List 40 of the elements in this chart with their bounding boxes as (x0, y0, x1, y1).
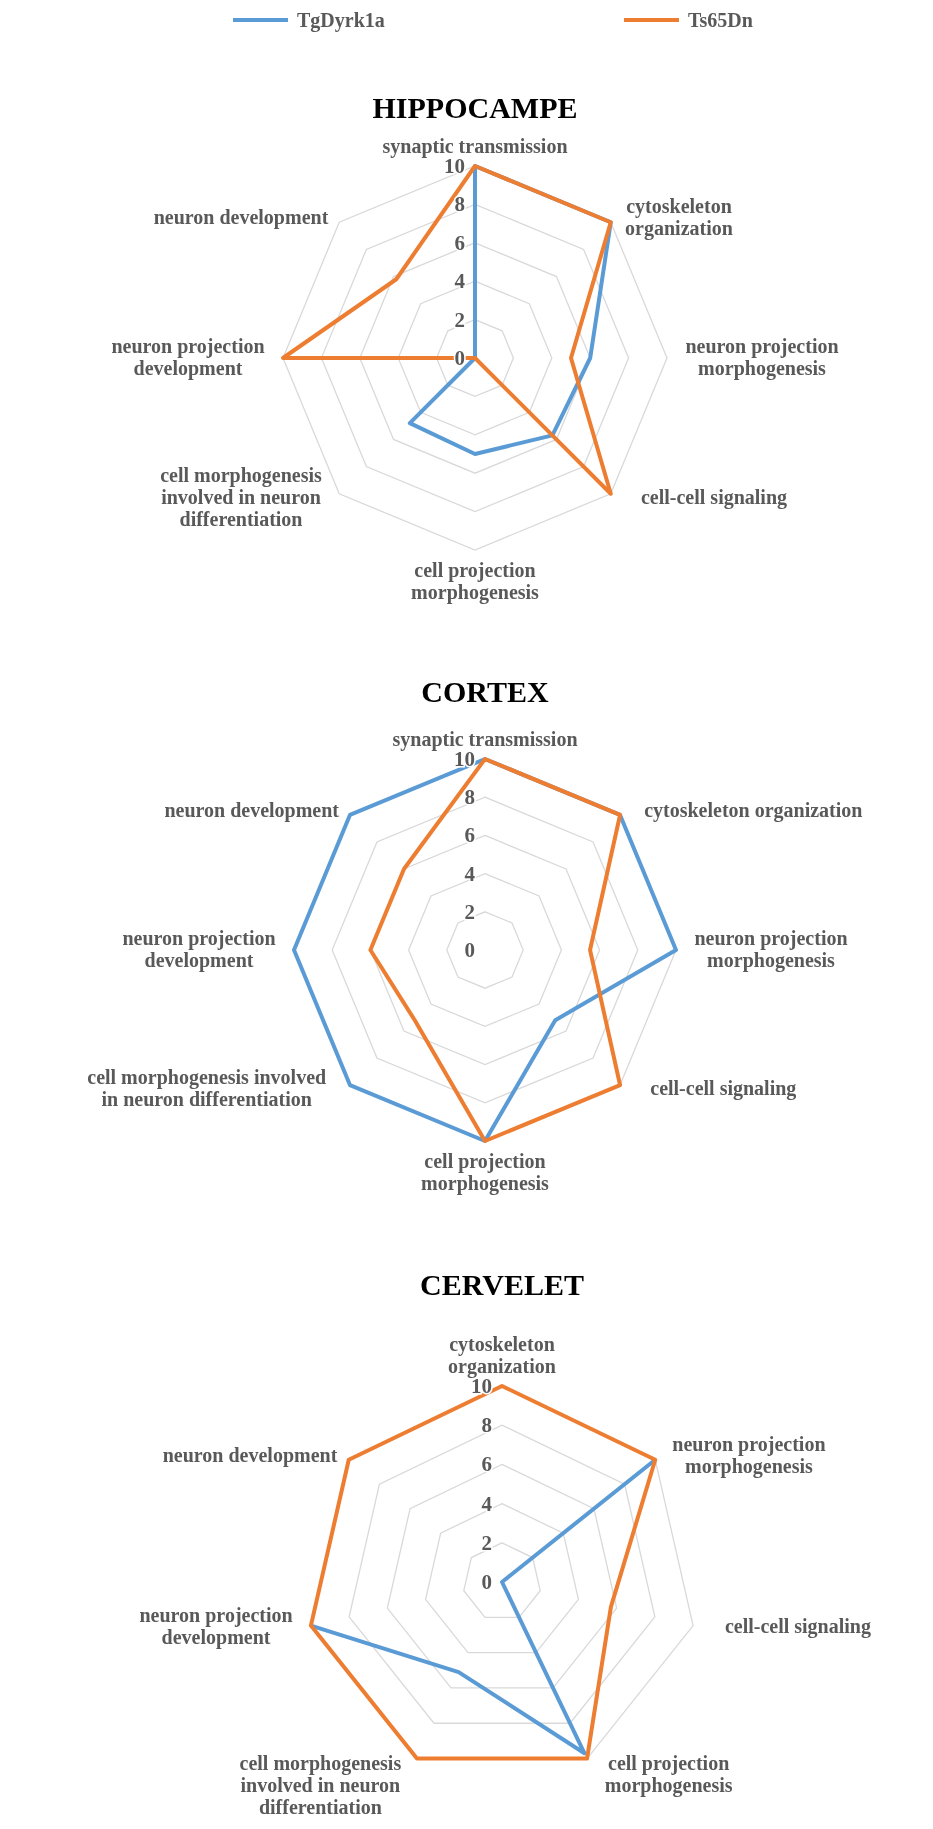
spoke-label: neuron development (153, 206, 329, 230)
spoke-label: neuron projection morphogenesis (694, 927, 848, 973)
y-tick-label: 2 (464, 899, 475, 924)
y-tick-label: 2 (454, 307, 465, 332)
y-tick-label: 6 (454, 230, 465, 255)
y-tick-label: 0 (464, 938, 475, 962)
y-tick-label: 8 (454, 192, 465, 217)
spoke-label: cell projection morphogenesis (421, 1150, 550, 1196)
spoke-label: cell projection morphogenesis (411, 559, 540, 605)
spoke-label: cell-cell signaling (650, 1077, 797, 1101)
chart-title: CERVELET (420, 1268, 584, 1301)
spoke-label: cytoskeleton organization (625, 195, 733, 241)
legend-label: TgDyrk1a (297, 9, 385, 32)
legend-label: Ts65Dn (688, 9, 753, 31)
y-tick-label: 6 (481, 1452, 492, 1477)
spoke-label: neuron projection development (111, 335, 265, 381)
y-tick-label: 6 (464, 823, 475, 848)
spoke-label: cell-cell signaling (724, 1615, 871, 1639)
y-tick-label: 2 (481, 1530, 492, 1555)
y-tick-label: 4 (481, 1491, 493, 1516)
spoke-label: cell morphogenesis involved in neuron differentiation (239, 1752, 402, 1819)
spoke-label: neuron development (164, 798, 340, 822)
spoke-label: cytoskeleton organization (644, 798, 863, 822)
spoke-label: cell-cell signaling (640, 486, 788, 510)
spoke-label: neuron projection development (122, 927, 276, 973)
y-tick-label: 8 (464, 785, 475, 810)
y-tick-label: 8 (481, 1413, 492, 1438)
spoke-label: neuron development (162, 1444, 338, 1468)
spoke-label: neuron projection development (139, 1604, 293, 1650)
spoke-label: neuron projection morphogenesis (672, 1433, 826, 1479)
spoke-label: cell projection morphogenesis (604, 1752, 733, 1798)
y-tick-label: 0 (481, 1570, 492, 1594)
y-tick-label: 4 (464, 861, 476, 886)
spoke-label: cytoskeleton organization (448, 1333, 556, 1379)
spoke-label: cell morphogenesis involved in neuron differentiation (160, 464, 323, 531)
spoke-label: cell morphogenesis involved in neuron differentiation (87, 1066, 327, 1111)
chart-title: CORTEX (421, 675, 549, 708)
spoke-label: neuron projection morphogenesis (685, 335, 839, 381)
y-tick-label: 4 (454, 269, 466, 294)
text: HIPPOCAMPE (372, 91, 578, 124)
